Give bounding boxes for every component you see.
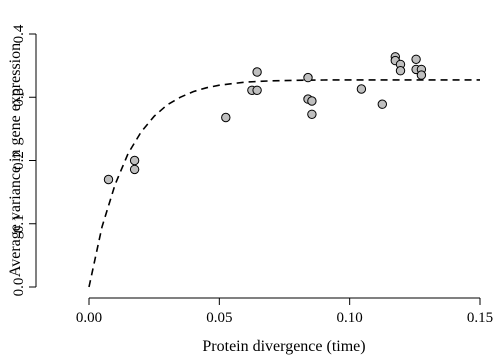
y-tick-label: 0.0 [11, 278, 27, 297]
y-ticks: 0.0 0.1 0.2 0.3 0.4 [11, 24, 36, 296]
data-point [377, 99, 387, 109]
data-point [307, 96, 317, 106]
x-ticks: 0.00 0.05 0.10 0.15 [76, 298, 493, 326]
data-point [103, 174, 114, 185]
data-point [416, 70, 427, 80]
data-point [221, 112, 231, 123]
data-point [356, 84, 367, 94]
fitted-curve [88, 79, 480, 288]
data-point [129, 155, 140, 166]
x-tick-label: 0.15 [467, 310, 493, 326]
y-axis-title: Average variance in gene expression [7, 43, 24, 277]
data-point [411, 54, 421, 64]
x-tick-label: 0.00 [76, 310, 102, 326]
data-point [395, 66, 406, 76]
data-point [307, 109, 317, 120]
y-tick-label: 0.2 [11, 151, 27, 170]
x-axis-title: Protein divergence (time) [202, 338, 365, 355]
data-point [303, 72, 313, 83]
data-point [129, 164, 140, 175]
data-point [252, 67, 262, 77]
data-point [252, 85, 262, 96]
y-tick-label: 0.3 [11, 88, 27, 107]
y-tick-label: 0.4 [11, 24, 27, 43]
data-points [103, 52, 427, 185]
y-tick-label: 0.1 [11, 214, 27, 233]
x-tick-label: 0.10 [337, 310, 363, 326]
x-tick-label: 0.05 [206, 310, 232, 326]
